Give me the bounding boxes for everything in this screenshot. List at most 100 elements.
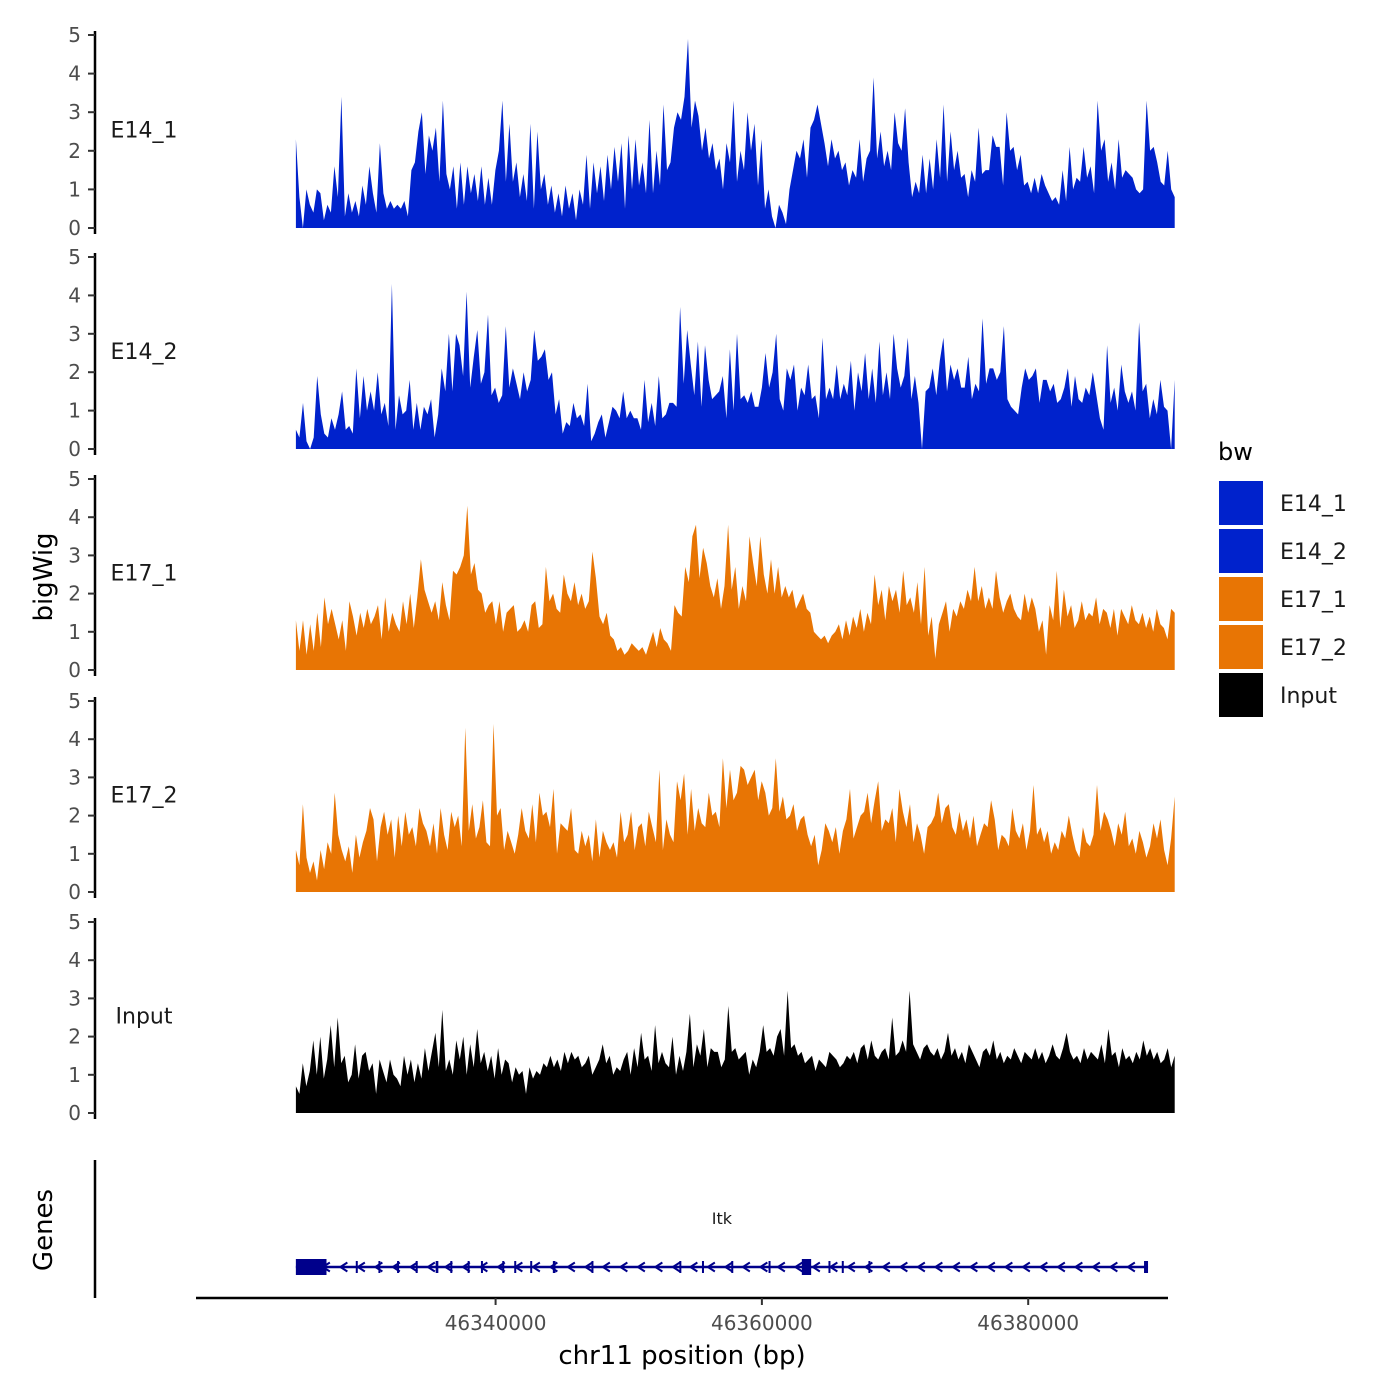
genes-track-title: Genes [29,1189,59,1271]
gene-exon [701,1261,704,1273]
y-tick-label: 2 [68,804,81,828]
legend-swatch-E14_2 [1219,529,1263,573]
strand-arrow [1091,1261,1101,1273]
strand-arrow [1056,1261,1066,1273]
y-tick-label: 4 [68,62,81,86]
y-tick-label: 1 [68,399,81,423]
gene-exon [731,1261,734,1273]
strand-arrow [443,1261,453,1273]
strand-arrow [846,1261,856,1273]
track-label: E17_1 [111,562,178,587]
strand-arrow [408,1261,418,1273]
y-tick-label: 5 [68,689,81,713]
y-tick-label: 2 [68,139,81,163]
y-axis-title: bigWig [29,532,59,621]
strand-arrow [793,1261,803,1273]
y-tick-label: 4 [68,948,81,972]
y-tick-label: 0 [68,1101,81,1125]
gene-exon [480,1261,483,1273]
x-axis: 46340000 46360000 46380000 chr11 position (… [196,1296,1168,1371]
strand-arrow [566,1261,576,1273]
strand-arrow [688,1261,698,1273]
gene-exon [378,1261,381,1273]
strand-arrow [986,1261,996,1273]
coverage-area-Input [295,990,1175,1113]
strand-arrow [478,1261,488,1273]
gene-exon [467,1261,470,1273]
coverage-area-E17_1 [295,505,1175,670]
legend-swatch-E17_2 [1219,625,1263,669]
gene-exon [679,1261,682,1273]
strand-arrow [1073,1261,1083,1273]
strand-arrow [741,1261,751,1273]
legend: bw E14_1 E14_2 E17_1 E17_2 Input [1218,438,1347,717]
x-axis-title: chr11 position (bp) [558,1341,805,1371]
strand-arrow [968,1261,978,1273]
y-tick-label: 4 [68,505,81,529]
track-E14_1: 0 1 2 3 4 5 E14_1 [68,23,1175,240]
gene-exon [355,1261,358,1273]
legend-label-E14_2: E14_2 [1280,540,1347,565]
y-tick-label: 4 [68,283,81,307]
track-label: Input [116,1005,173,1030]
strand-arrow [811,1261,821,1273]
track-E14_2: 0 1 2 3 4 5 E14_2 [68,245,1175,461]
strand-arrow [601,1261,611,1273]
legend-swatch-E14_1 [1219,481,1263,525]
gene-exon [502,1261,505,1273]
strand-arrow [636,1261,646,1273]
strand-arrow [951,1261,961,1273]
gene-exon [801,1259,812,1275]
strand-arrow [338,1261,348,1273]
gene-exon [1144,1261,1149,1273]
strand-arrow [916,1261,926,1273]
y-tick-label: 0 [68,216,81,240]
y-tick-label: 5 [68,23,81,47]
y-tick-label: 0 [68,658,81,682]
y-tick-label: 5 [68,910,81,934]
gene-name-label: Itk [712,1209,733,1228]
gene-exon [552,1261,556,1273]
x-tick-label: 46340000 [445,1311,547,1335]
genes-track: Itk [93,1160,1149,1298]
strand-arrow [933,1261,943,1273]
gene-exon [530,1261,533,1273]
strand-arrow [426,1261,436,1273]
legend-swatch-E17_1 [1219,577,1263,621]
y-tick-label: 3 [68,322,81,346]
strand-arrow [1038,1261,1048,1273]
legend-label-E14_1: E14_1 [1280,492,1347,517]
strand-arrow [461,1261,471,1273]
track-label: E14_1 [111,119,178,144]
strand-arrow [653,1261,663,1273]
strand-arrow [1108,1261,1118,1273]
gene-exon [295,1259,327,1275]
strand-arrow [1021,1261,1031,1273]
legend-swatch-Input [1219,673,1263,717]
strand-arrow [618,1261,628,1273]
y-tick-label: 3 [68,100,81,124]
gene-exon [397,1261,400,1273]
strand-arrow [758,1261,768,1273]
gene-exon [841,1261,844,1273]
strand-arrow [898,1261,908,1273]
y-tick-label: 5 [68,245,81,269]
gene-exon [450,1261,453,1273]
x-tick-label: 46380000 [977,1311,1079,1335]
gene-exon [768,1261,771,1273]
strand-arrow [706,1261,716,1273]
strand-arrow [723,1261,733,1273]
y-tick-label: 3 [68,543,81,567]
strand-arrow [1003,1261,1013,1273]
legend-label-Input: Input [1280,684,1337,709]
coverage-area-E14_2 [295,283,1175,449]
track-E17_1: 0 1 2 3 4 5 E17_1 [68,467,1175,682]
track-Input: 0 1 2 3 4 5 Input [68,910,1175,1125]
legend-title: bw [1218,438,1253,466]
strand-arrow [531,1261,541,1273]
track-label: E14_2 [111,340,178,365]
y-tick-label: 2 [68,582,81,606]
legend-label-E17_2: E17_2 [1280,636,1347,661]
track-label: E17_2 [111,784,178,809]
